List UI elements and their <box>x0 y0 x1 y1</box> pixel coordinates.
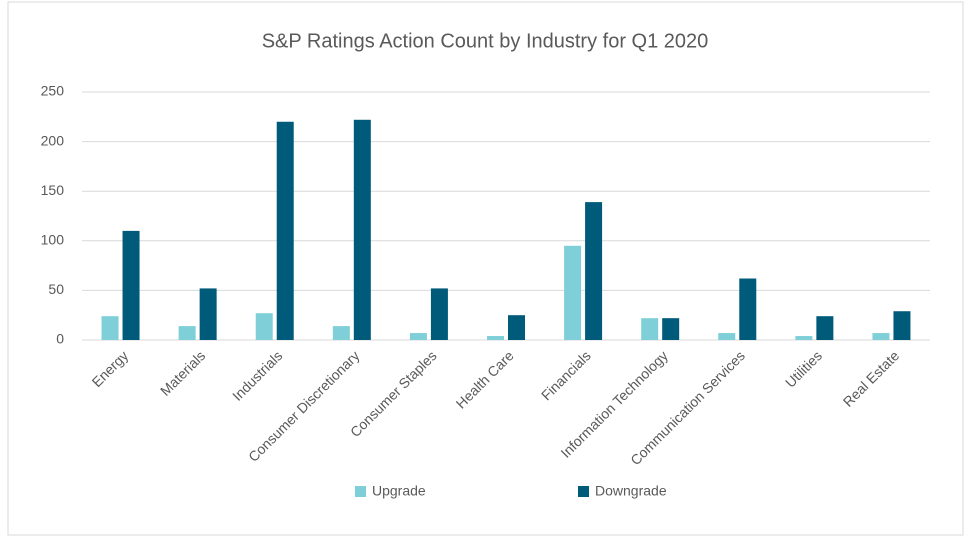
bar <box>816 316 834 340</box>
bar <box>101 316 119 340</box>
legend-label: Downgrade <box>595 483 667 499</box>
bar <box>795 336 813 340</box>
y-tick-label: 250 <box>41 83 65 99</box>
bar <box>585 202 603 340</box>
bar <box>739 278 757 340</box>
bar <box>122 230 140 340</box>
y-tick-label: 100 <box>41 232 65 248</box>
bar <box>718 333 736 340</box>
bar <box>430 288 448 340</box>
bar <box>893 311 911 340</box>
y-tick-label: 50 <box>48 281 64 297</box>
bar <box>353 119 371 340</box>
bar <box>508 315 525 340</box>
bar <box>564 245 582 340</box>
y-tick-label: 200 <box>41 132 65 148</box>
bar <box>199 288 217 340</box>
bar <box>872 333 890 340</box>
bar <box>487 336 504 340</box>
bar <box>178 326 196 340</box>
legend-swatch <box>355 486 366 497</box>
bar <box>276 121 294 340</box>
legend-label: Upgrade <box>372 483 426 499</box>
bar <box>332 326 350 340</box>
chart-title: S&P Ratings Action Count by Industry for… <box>262 30 709 52</box>
chart-frame <box>7 1 964 536</box>
bar <box>255 313 273 340</box>
legend-swatch <box>578 486 589 497</box>
bar <box>662 318 680 340</box>
bar <box>641 318 659 340</box>
y-tick-label: 150 <box>41 182 65 198</box>
bar <box>409 333 427 340</box>
y-tick-label: 0 <box>56 331 64 347</box>
